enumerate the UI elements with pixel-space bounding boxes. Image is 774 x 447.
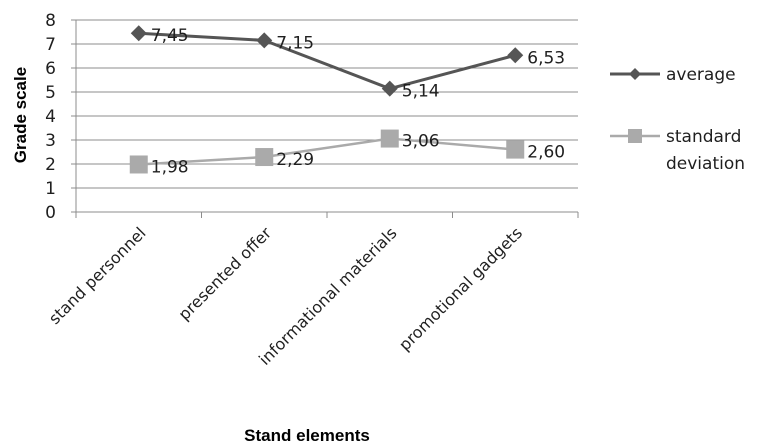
data-point-standard-deviation	[129, 155, 148, 174]
data-point-average	[507, 47, 524, 64]
data-point-standard-deviation	[380, 129, 399, 148]
x-tick-label: informational materials	[255, 223, 401, 369]
y-tick-label: 4	[45, 107, 56, 127]
data-label-standard-deviation: 2,60	[527, 143, 565, 163]
y-tick-label: 3	[45, 131, 56, 151]
data-point-average	[256, 32, 273, 49]
x-tick-label: presented offer	[175, 223, 276, 324]
data-label-average: 6,53	[527, 48, 565, 68]
legend: average standard deviation	[610, 65, 745, 174]
y-tick-label: 5	[45, 83, 56, 103]
series	[129, 25, 525, 174]
data-labels: 7,45 7,15 5,14 6,53 1,98 2,29 3,06 2,60	[151, 26, 565, 177]
data-point-average	[130, 25, 147, 42]
y-tick-label: 7	[45, 35, 56, 55]
axes	[71, 19, 579, 218]
x-tick-labels: stand personnel presented offerinformatio…	[45, 223, 526, 369]
data-point-average	[381, 80, 398, 97]
legend-label-standard-deviation: standard	[666, 127, 741, 147]
data-label-standard-deviation: 2,29	[276, 150, 314, 170]
data-label-standard-deviation: 3,06	[402, 132, 440, 152]
y-tick-label: 8	[45, 11, 56, 31]
series-line-average	[138, 31, 516, 91]
data-label-average: 5,14	[402, 82, 440, 102]
y-tick-label: 2	[45, 155, 56, 175]
x-axis-title: Stand elements	[244, 426, 370, 445]
y-tick-label: 6	[45, 59, 56, 79]
y-tick-labels: 0 1 2 3 4 5 6 7 8	[45, 11, 56, 223]
legend-marker-average	[629, 68, 641, 80]
data-label-standard-deviation: 1,98	[151, 157, 189, 177]
series-line-standard-deviation	[138, 137, 516, 166]
y-tick-label: 1	[45, 179, 56, 199]
x-tick-label: stand personnel	[45, 223, 150, 328]
y-axis-title: Grade scale	[11, 67, 30, 163]
legend-label-standard-deviation: deviation	[666, 154, 745, 174]
data-label-average: 7,45	[151, 26, 189, 46]
data-point-standard-deviation	[506, 140, 525, 159]
data-point-standard-deviation	[255, 148, 274, 167]
legend-marker-standard-deviation	[628, 129, 642, 143]
y-tick-label: 0	[45, 203, 56, 223]
data-label-average: 7,15	[276, 33, 314, 53]
x-tick-label: promotional gadgets	[395, 223, 526, 354]
legend-label-average: average	[666, 65, 736, 85]
